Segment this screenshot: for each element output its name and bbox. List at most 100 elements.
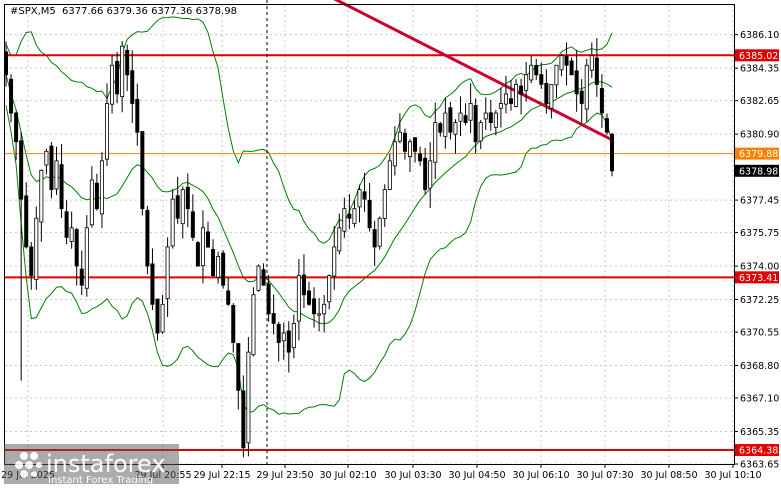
candle bbox=[226, 277, 231, 307]
current-price-bg bbox=[735, 164, 779, 177]
instaforex-watermark: instaforex Instant Forex Trading bbox=[4, 444, 179, 486]
x-tick-label: 30 Jul 04:50 bbox=[449, 470, 506, 481]
x-tick-label: 30 Jul 03:30 bbox=[385, 470, 442, 481]
candle bbox=[342, 197, 347, 238]
candle bbox=[195, 240, 200, 267]
candle bbox=[382, 184, 387, 227]
candle bbox=[473, 98, 478, 154]
y-tick-label: 6363.65 bbox=[740, 460, 779, 471]
candle bbox=[281, 322, 286, 360]
candle bbox=[493, 110, 498, 136]
band-lower bbox=[5, 105, 613, 415]
candle bbox=[24, 182, 29, 249]
candle bbox=[544, 69, 549, 114]
candle bbox=[115, 51, 120, 104]
candle bbox=[69, 211, 74, 249]
candle bbox=[438, 121, 443, 137]
candle bbox=[347, 193, 352, 230]
candle bbox=[397, 113, 402, 144]
candle bbox=[200, 210, 205, 284]
candle bbox=[140, 131, 145, 216]
candle bbox=[34, 206, 39, 290]
candle bbox=[413, 137, 418, 163]
x-tick-label: 30 Jul 06:10 bbox=[513, 470, 570, 481]
candle bbox=[14, 111, 19, 161]
candle bbox=[610, 132, 615, 177]
candle bbox=[433, 102, 438, 180]
y-tick-label: 6370.55 bbox=[740, 328, 779, 339]
candle bbox=[458, 96, 463, 137]
candle bbox=[236, 343, 241, 410]
level-label-bg bbox=[735, 444, 779, 457]
candle bbox=[488, 99, 493, 131]
candle bbox=[423, 147, 428, 195]
candle bbox=[9, 74, 14, 123]
candle bbox=[246, 337, 251, 457]
candle bbox=[498, 87, 503, 128]
candle bbox=[49, 142, 54, 199]
candle bbox=[448, 101, 453, 140]
instaforex-logo-icon bbox=[15, 452, 42, 478]
candle bbox=[155, 298, 160, 341]
candle bbox=[231, 303, 236, 353]
candle bbox=[59, 143, 64, 219]
candle bbox=[312, 287, 317, 328]
candle bbox=[110, 54, 115, 114]
x-tick-label: 29 Jul 20:55 bbox=[135, 470, 192, 481]
candle bbox=[327, 274, 332, 310]
candle bbox=[190, 194, 195, 241]
x-tick-label: 29 Jul 23:50 bbox=[257, 470, 314, 481]
x-tick-label: 30 Jul 10:10 bbox=[705, 470, 762, 481]
candle bbox=[584, 58, 589, 122]
price-axis: 6386.10 6384.35 6382.65 6380.90 6377.45 6375.… bbox=[734, 30, 779, 471]
candle bbox=[286, 321, 291, 373]
candle bbox=[483, 97, 488, 130]
candle bbox=[256, 264, 261, 292]
trendline[interactable] bbox=[307, 0, 613, 142]
y-tick-label: 6368.80 bbox=[740, 361, 779, 372]
candle bbox=[599, 74, 604, 128]
chart-ohlc: 6377.66 6379.36 6377.36 6378.98 bbox=[62, 6, 237, 17]
candle bbox=[519, 78, 524, 115]
level-label: 6385.02 bbox=[739, 51, 778, 62]
candle bbox=[99, 152, 104, 229]
candle bbox=[367, 182, 372, 232]
y-tick-label: 6375.75 bbox=[740, 228, 779, 239]
candle bbox=[180, 186, 185, 239]
candle bbox=[322, 294, 327, 333]
y-tick-label: 6374.00 bbox=[740, 262, 779, 273]
candle bbox=[418, 146, 423, 166]
candle bbox=[44, 148, 49, 175]
candle bbox=[261, 263, 266, 286]
candle bbox=[534, 58, 539, 80]
candle bbox=[216, 251, 221, 284]
candle bbox=[372, 220, 377, 266]
candle bbox=[165, 237, 170, 318]
candle bbox=[514, 79, 519, 108]
candle bbox=[539, 62, 544, 89]
candle bbox=[594, 38, 599, 97]
candle bbox=[357, 184, 362, 223]
candle bbox=[503, 75, 508, 114]
candle bbox=[150, 248, 155, 310]
candle bbox=[276, 321, 281, 362]
candle bbox=[443, 97, 448, 149]
candle bbox=[604, 113, 609, 135]
candle bbox=[574, 49, 579, 112]
level-label-bg bbox=[735, 147, 779, 160]
candle bbox=[306, 281, 311, 306]
candle bbox=[362, 172, 367, 212]
candle bbox=[529, 55, 534, 84]
level-label: 6364.38 bbox=[739, 446, 778, 457]
candle bbox=[241, 375, 246, 458]
candle bbox=[175, 176, 180, 224]
x-tick-label: 30 Jul 02:10 bbox=[320, 470, 377, 481]
candle bbox=[84, 215, 89, 297]
candle bbox=[74, 227, 79, 286]
candle bbox=[387, 153, 392, 191]
candle bbox=[170, 189, 175, 249]
candle bbox=[120, 41, 125, 113]
candle bbox=[54, 146, 59, 195]
candle bbox=[549, 83, 554, 119]
